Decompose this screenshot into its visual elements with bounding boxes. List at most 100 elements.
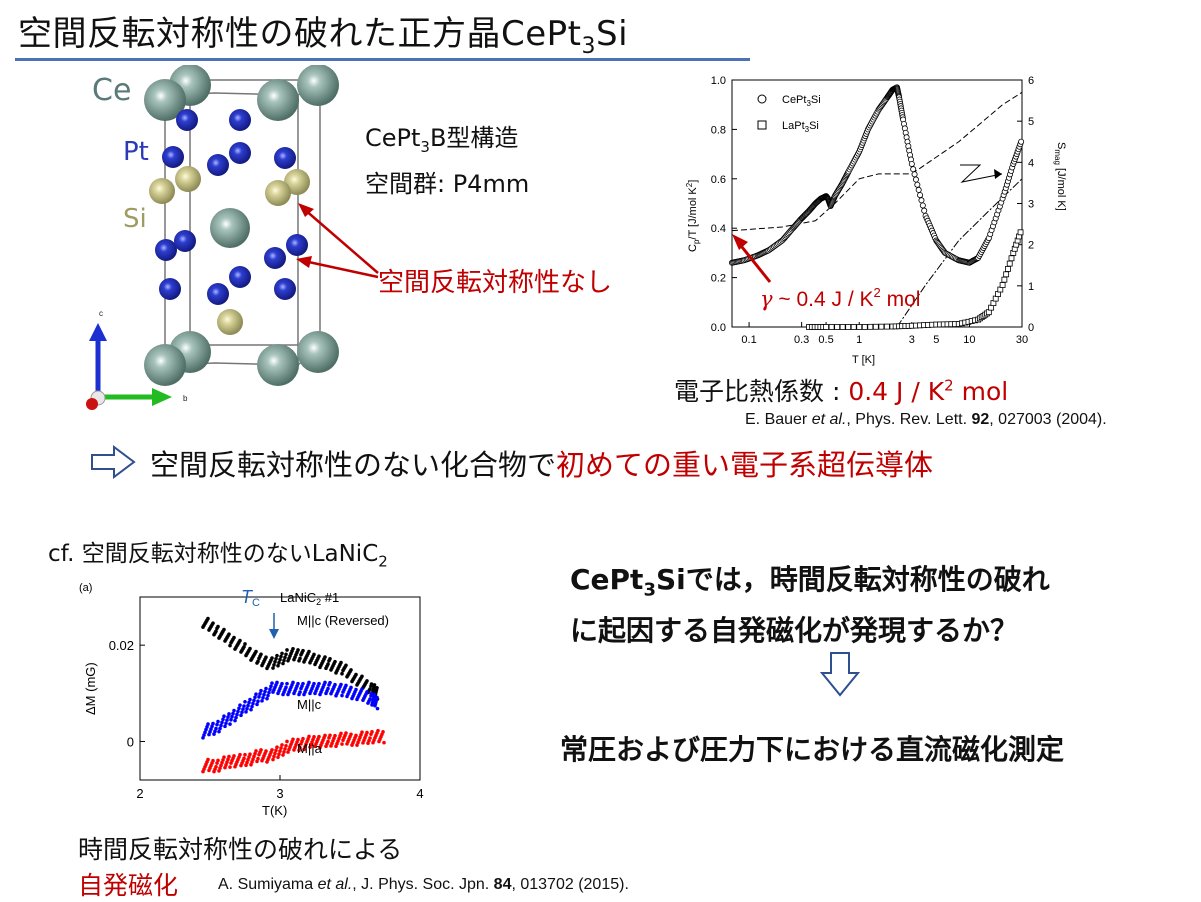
series-point-mc (213, 729, 217, 734)
series-point-mc (312, 681, 316, 686)
space-group: 空間群: P4mm (365, 170, 530, 198)
series-point-mc (226, 715, 230, 719)
series-point-mc (369, 691, 374, 696)
series-point-mc (354, 687, 358, 692)
lapt3si-point (828, 324, 835, 330)
legend-cept3si: CePt3Si (782, 94, 821, 108)
series-point-reversed (368, 687, 372, 691)
series-point-ma (291, 737, 295, 742)
series-point-mc (223, 724, 227, 729)
series-point-ma (281, 753, 285, 757)
specific-heat-chart: 0.0 0.2 0.4 0.6 0.8 1.0 0 1 2 3 4 5 6 0.1 0.3 0.5 1 3 5 10 3… (685, 75, 1067, 366)
series-point-mc (238, 703, 242, 707)
series-point-ma (219, 763, 223, 768)
series-point-ma (349, 732, 353, 737)
series-point-mc (240, 710, 244, 715)
series-point-mc (218, 726, 222, 731)
series-point-reversed (333, 659, 337, 664)
series-point-mc (262, 692, 266, 697)
series-point-reversed (277, 660, 281, 665)
points-group (729, 84, 1025, 330)
series-point-ma (254, 749, 258, 753)
series-point-ma (285, 739, 289, 744)
series-point-mc (254, 692, 258, 696)
series-point-ma (211, 758, 215, 763)
cept3si-point (915, 186, 922, 193)
x-tick-label: 3 (276, 786, 283, 801)
series-point-reversed (279, 654, 283, 659)
series-point-mc (225, 718, 229, 722)
right-tick-label: 5 (1028, 116, 1034, 128)
series-point-ma (247, 755, 251, 759)
series-point-mc (206, 722, 210, 726)
series-point-ma (368, 736, 372, 740)
series-point-ma (277, 752, 281, 757)
series-point-reversed (222, 627, 226, 632)
series-point-ma (221, 758, 225, 762)
series-point-mc (251, 701, 255, 706)
series-point-ma (220, 760, 224, 765)
x-tick-label: 3 (909, 334, 915, 346)
series-point-mc (375, 695, 379, 700)
series-point-mc (349, 685, 353, 690)
x-tick-label: 0.3 (794, 334, 809, 346)
series-point-ma (227, 754, 231, 759)
series-point-reversed (301, 648, 305, 653)
series-point-mc (259, 688, 263, 693)
series-point-reversed (317, 654, 321, 658)
reference-sumiyama: A. Sumiyama et al., J. Phys. Soc. Jpn. 8… (218, 876, 629, 893)
series-point-mc (372, 692, 377, 697)
reference-bauer: E. Bauer et al., Phys. Rev. Lett. 92, 02… (745, 411, 1107, 428)
title-underline (15, 58, 750, 61)
series-point-reversed (206, 616, 210, 621)
series-point-mc (270, 681, 274, 685)
series-point-reversed (312, 652, 316, 657)
series-point-reversed (275, 653, 279, 658)
series-point-reversed (372, 683, 377, 687)
series-point-mc (333, 682, 337, 687)
tc-label: TC (241, 587, 260, 609)
lapt3si-point (1017, 229, 1024, 236)
series-point-mc (301, 681, 305, 686)
series-point-mc (237, 706, 241, 711)
x-tick-label: 2 (136, 786, 143, 801)
series-point-ma (218, 766, 222, 770)
magnetization-chart: (a) ΔM (mG) T(K) 2 3 4 0 0.02 TC LaNiC2 #1 M… (79, 582, 424, 818)
series-point-mc (210, 724, 214, 729)
series-point-mc (249, 707, 253, 712)
series-point-ma (250, 760, 254, 764)
lapt3si-point (1005, 266, 1011, 272)
series-point-ma (296, 737, 300, 742)
series-point-reversed (242, 645, 246, 649)
series-point-ma (280, 743, 284, 747)
series-point-mc (232, 708, 236, 713)
legend-marker-lapt3si (757, 120, 767, 130)
series-label-ma: M||a (297, 741, 323, 756)
legend: CePt3Si LaPt3Si (757, 94, 821, 134)
lapt3si-point (850, 324, 857, 330)
series-point-mc (242, 704, 246, 708)
series-point-mc (280, 681, 284, 686)
right-arrow-icon (91, 445, 136, 479)
research-question: CePt3Siでは，時間反転対称性の破れ に起因する自発磁化が発現するか？ (570, 560, 1050, 651)
series-point-ma (283, 747, 287, 751)
tc-arrow (269, 613, 279, 639)
series-point-ma (249, 762, 253, 767)
series-point-reversed (340, 671, 344, 676)
series-point-ma (284, 743, 288, 748)
series-point-mc (229, 718, 233, 722)
series-point-reversed (344, 663, 348, 668)
series-point-mc (296, 681, 300, 686)
lapt3si-point (1008, 255, 1015, 262)
series-point-reversed (326, 662, 330, 666)
series-point-mc (202, 733, 206, 737)
right-tick-label: 2 (1028, 240, 1034, 252)
question-line2: に起因する自発磁化が発現するか？ (570, 613, 1019, 647)
series-point-mc (234, 715, 238, 720)
series-point-mc (243, 699, 247, 704)
series-point-reversed (256, 659, 260, 664)
down-arrow-icon (820, 652, 860, 697)
lapt3si-point (834, 324, 841, 330)
series-point-mc (339, 682, 343, 687)
series-point-ma (344, 731, 348, 735)
